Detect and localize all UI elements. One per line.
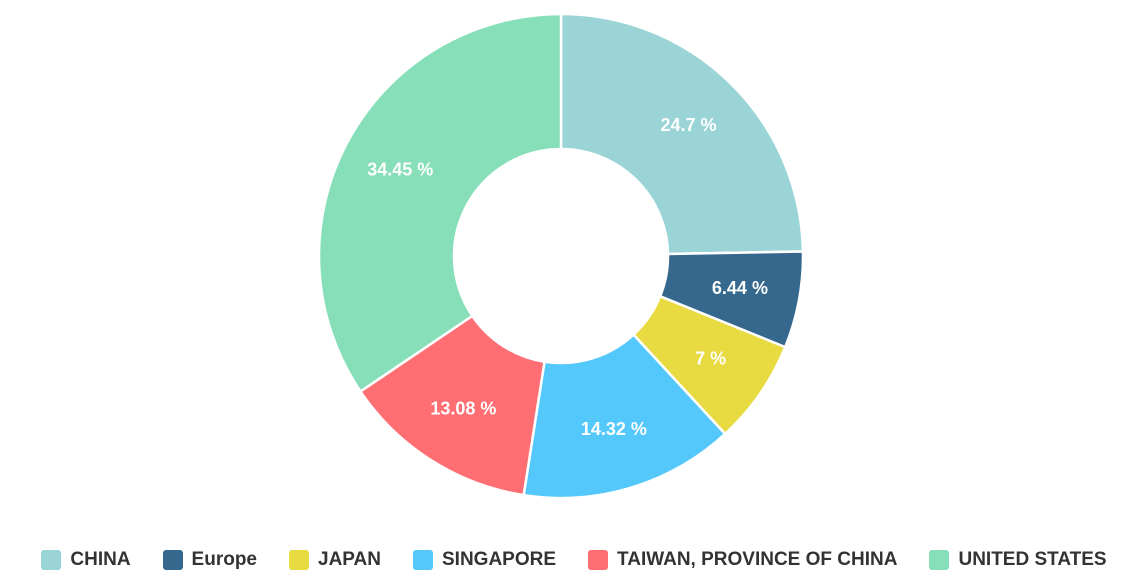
legend-label: Europe bbox=[191, 549, 257, 570]
legend-swatch bbox=[162, 550, 183, 570]
legend-label: TAIWAN, PROVINCE OF CHINA bbox=[617, 549, 898, 570]
slice-label: 34.45 % bbox=[367, 159, 433, 179]
slice-label: 6.44 % bbox=[712, 278, 768, 298]
legend-swatch bbox=[41, 550, 62, 570]
legend-label: SINGAPORE bbox=[442, 549, 557, 570]
legend-item[interactable]: Europe bbox=[162, 549, 257, 571]
legend-item[interactable]: TAIWAN, PROVINCE OF CHINA bbox=[588, 549, 897, 571]
legend-swatch bbox=[289, 550, 309, 570]
legend-label: JAPAN bbox=[318, 549, 381, 570]
slice-label: 24.7 % bbox=[660, 115, 716, 135]
legend-item[interactable]: SINGAPORE bbox=[413, 549, 556, 571]
legend-label: UNITED STATES bbox=[958, 549, 1107, 570]
legend-item[interactable]: CHINA bbox=[41, 549, 131, 571]
slice bbox=[317, 12, 563, 393]
slice bbox=[522, 333, 727, 500]
legend-swatch bbox=[588, 550, 609, 570]
legend-swatch bbox=[413, 550, 433, 570]
slice-label: 13.08 % bbox=[430, 398, 496, 418]
slice-label: 14.32 % bbox=[581, 419, 647, 439]
donut: 24.7 % 6.44 % 7 % 14.32 % 13.08 % 34.45 % bbox=[317, 12, 805, 500]
legend-swatch bbox=[929, 550, 950, 570]
legend-item[interactable]: UNITED STATES bbox=[929, 549, 1107, 571]
legend: CHINA Europe JAPAN SINGAPORE TAIWAN, PROVINC… bbox=[0, 549, 1148, 571]
slice bbox=[559, 12, 805, 256]
slice-label: 7 % bbox=[695, 348, 726, 368]
legend-item[interactable]: JAPAN bbox=[289, 549, 381, 571]
legend-label: CHINA bbox=[70, 549, 131, 570]
